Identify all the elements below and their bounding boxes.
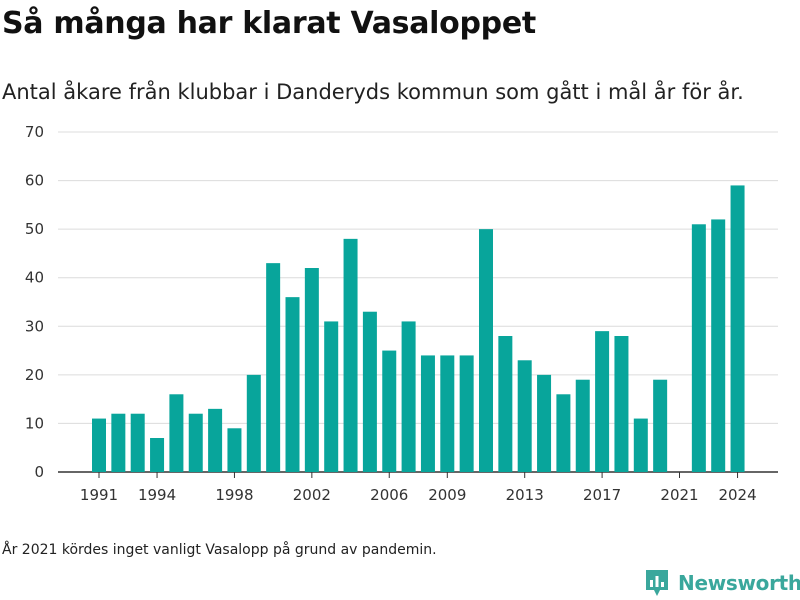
bars [92,185,745,472]
x-tick-label: 2009 [428,486,466,504]
y-gridlines [58,131,778,473]
x-tick-label: 2006 [370,486,408,504]
bar-2003 [324,321,339,472]
bar-chart: 0 10 20 30 40 50 60 70 1991 1994 1998 2002 2006 2009… [25,123,778,504]
bar-2001 [285,297,300,472]
x-axis-tick-labels: 1991 1994 1998 2002 2006 2009 2013 2017 2021 2024 [80,472,757,504]
x-tick-label: 2021 [660,486,698,504]
bar-1993 [130,413,145,472]
bar-2023 [711,219,726,472]
y-tick-label: 50 [25,220,44,238]
bar-1998 [227,428,242,472]
y-tick-label: 30 [25,317,44,335]
x-tick-label: 2017 [583,486,621,504]
bar-2012 [498,336,513,472]
bar-2013 [517,360,532,472]
bar-2018 [614,336,629,472]
x-tick-label: 2002 [293,486,331,504]
newsworthy-logo-icon [646,570,668,596]
bar-2016 [575,379,590,472]
bar-2007 [401,321,416,472]
bar-2004 [343,238,358,472]
bar-2020 [653,379,668,472]
y-tick-label: 60 [25,172,44,190]
chart-subtitle: Antal åkare från klubbar i Danderyds kom… [2,80,744,104]
brand-name: Newsworthy [678,571,800,595]
bar-2008 [420,355,435,472]
bar-1996 [188,413,203,472]
bar-2019 [633,418,648,472]
y-tick-label: 10 [25,414,44,432]
brand-logo: Newsworthy [644,568,800,598]
bar-1999 [246,374,261,472]
y-tick-label: 40 [25,269,44,287]
footnote: År 2021 kördes inget vanligt Vasalopp på… [2,542,437,558]
bar-2015 [556,394,571,472]
bar-2005 [362,311,377,472]
bar-1994 [150,438,165,472]
x-tick-label: 1994 [138,486,176,504]
y-tick-label: 0 [34,463,44,481]
bar-2006 [382,350,397,472]
bar-2000 [266,263,281,472]
x-tick-label: 2024 [718,486,756,504]
y-axis-tick-labels: 0 10 20 30 40 50 60 70 [25,123,44,481]
x-tick-label: 2013 [506,486,544,504]
bar-1995 [169,394,184,472]
bar-2002 [304,268,319,472]
bar-2011 [479,229,493,472]
bar-2017 [595,331,610,472]
chart-title: Så många har klarat Vasaloppet [2,6,536,41]
bar-2014 [537,374,552,472]
bar-1997 [208,408,223,472]
y-tick-label: 70 [25,123,44,141]
bar-2009 [440,355,455,472]
bar-2010 [459,355,474,472]
bar-2024 [730,185,745,472]
y-tick-label: 20 [25,366,44,384]
bar-1991 [92,418,106,472]
x-tick-label: 1991 [80,486,118,504]
bar-2022 [691,224,706,472]
bar-1992 [111,413,126,472]
x-tick-label: 1998 [215,486,253,504]
